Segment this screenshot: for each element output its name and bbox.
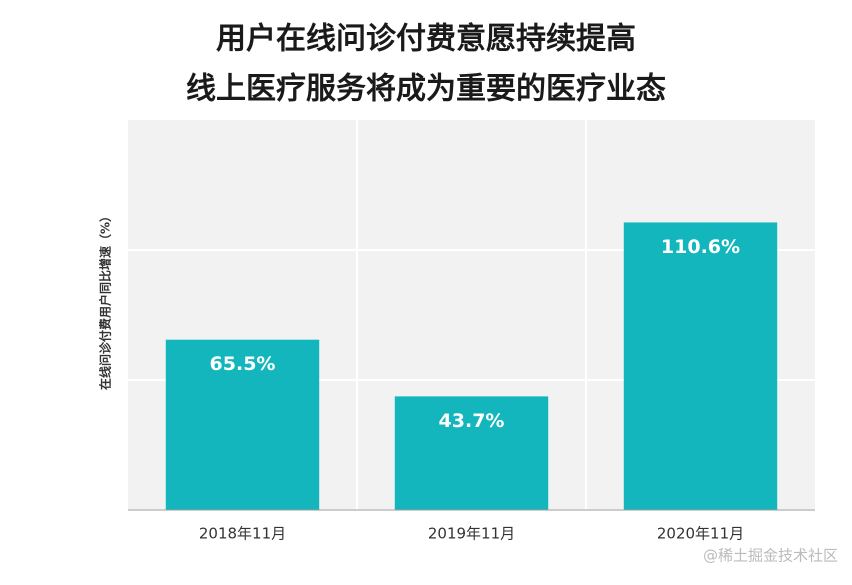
value-label: 65.5% [210, 353, 276, 375]
y-axis-label: 在线问诊付费用户同比增速（%） [98, 210, 113, 390]
bar [165, 339, 320, 510]
value-label: 110.6% [661, 236, 740, 258]
x-tick-label: 2018年11月 [199, 525, 286, 543]
bar [623, 222, 778, 510]
chart-subtitle: 线上医疗服务将成为重要的医疗业态 [186, 72, 666, 107]
bar [394, 396, 549, 510]
value-label: 43.7% [439, 410, 505, 432]
x-tick-label: 2020年11月 [657, 525, 744, 543]
x-tick-label: 2019年11月 [428, 525, 515, 543]
chart-title: 用户在线问诊付费意愿持续提高 [216, 22, 636, 57]
watermark: @稀土掘金技术社区 [703, 547, 838, 565]
